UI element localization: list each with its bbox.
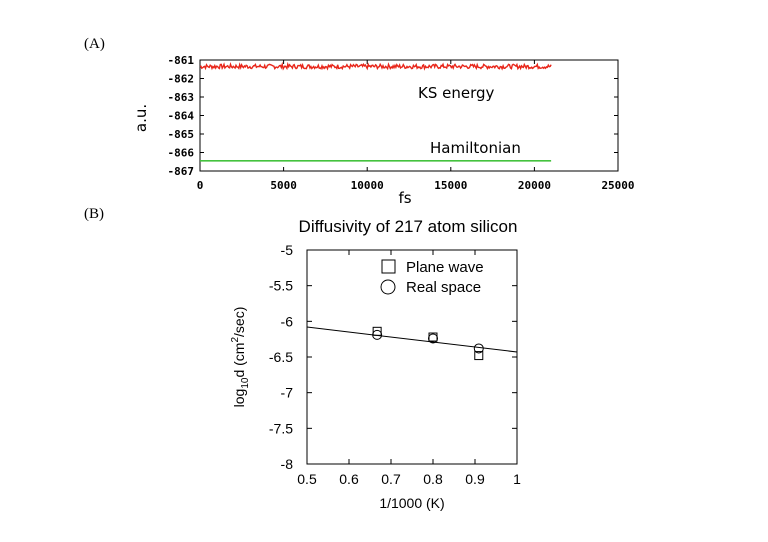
- annotation-hamiltonian: Hamiltonian: [430, 139, 521, 157]
- chart-b-x-tick-label: 0.7: [381, 471, 401, 487]
- chart-a-y-tick-label: -863: [168, 91, 195, 104]
- y-label-tail: /sec): [231, 307, 247, 337]
- y-label-superscript: 2: [230, 337, 241, 343]
- legend-square-marker: [381, 259, 396, 274]
- y-label-log: log: [231, 389, 247, 408]
- fit-line: [306, 326, 518, 353]
- chart-a-y-tick-label: -865: [168, 128, 195, 141]
- annotation-ks-energy: KS energy: [418, 84, 495, 102]
- chart-b-y-tick-label: -5.5: [269, 278, 293, 294]
- chart-a-x-tick-label: 0: [197, 179, 204, 192]
- legend-plane-wave: Plane wave: [406, 259, 484, 276]
- chart-b-y-tick-label: -8: [281, 456, 294, 472]
- chart-b-y-tick-label: -6.5: [269, 349, 293, 365]
- chart-a-x-tick-label: 5000: [270, 179, 297, 192]
- chart-b-x-tick-label: 0.9: [465, 471, 485, 487]
- panel-b-label: (B): [84, 206, 104, 222]
- plane-wave-point: [474, 351, 484, 361]
- y-label-mid: d (cm: [231, 343, 247, 378]
- real-space-point: [428, 333, 438, 344]
- chart-b-y-tick-label: -6: [281, 313, 294, 329]
- chart-b-x-tick-label: 1: [513, 471, 521, 487]
- chart-b-title: Diffusivity of 217 atom silicon: [299, 217, 518, 236]
- legend-circle-marker: [380, 279, 396, 295]
- plane-wave-point: [372, 326, 382, 336]
- chart-a-y-tick-label: -862: [168, 73, 195, 86]
- chart-a-y-tick-label: -866: [168, 147, 195, 160]
- chart-a-x-axis-label: fs: [398, 189, 411, 207]
- chart-a-y-tick-label: -864: [168, 110, 195, 123]
- chart-b-y-axis-label: log10d (cm2/sec): [230, 307, 251, 408]
- chart-a-y-tick-label: -861: [168, 54, 195, 67]
- chart-b: Diffusivity of 217 atom silicon 1/1000 (…: [230, 217, 521, 511]
- y-label-subscript: 10: [240, 377, 251, 389]
- ks-energy-line: [199, 61, 552, 71]
- chart-a-y-axis-label: a.u.: [132, 104, 150, 132]
- panel-a-label: (A): [84, 36, 105, 52]
- chart-a-x-tick-label: 25000: [601, 179, 634, 192]
- chart-b-y-tick-label: -7: [281, 385, 294, 401]
- chart-b-y-tick-label: -7.5: [269, 420, 293, 436]
- chart-a-y-tick-label: -867: [168, 165, 195, 178]
- real-space-point: [372, 329, 383, 340]
- chart-b-y-tick-label: -5: [281, 242, 294, 258]
- chart-a-x-tick-label: 15000: [434, 179, 467, 192]
- chart-b-x-axis-label: 1/1000 (K): [379, 495, 444, 511]
- chart-a-x-tick-label: 10000: [351, 179, 384, 192]
- chart-b-x-tick-label: 0.5: [297, 471, 317, 487]
- chart-b-x-tick-label: 0.8: [423, 471, 443, 487]
- chart-a-frame: [199, 59, 619, 172]
- real-space-point: [473, 343, 484, 354]
- chart-a: a.u. fs KS energy Hamiltonian 0 5000 10000…: [132, 54, 635, 207]
- chart-a-x-tick-label: 20000: [518, 179, 551, 192]
- chart-b-x-tick-label: 0.6: [339, 471, 359, 487]
- legend-real-space: Real space: [406, 279, 481, 296]
